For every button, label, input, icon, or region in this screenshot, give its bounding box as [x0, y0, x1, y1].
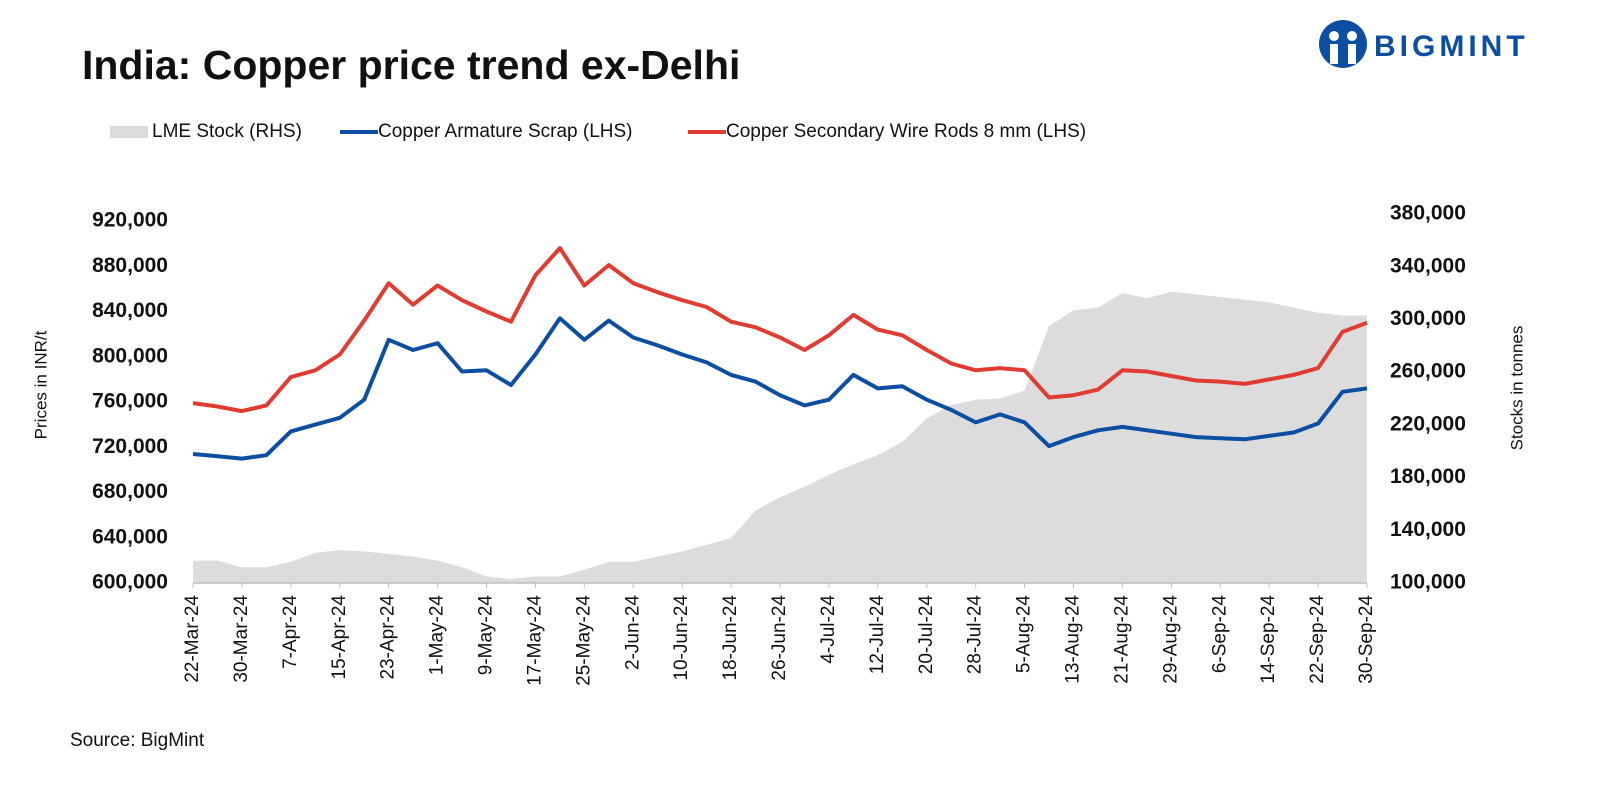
chart-title: India: Copper price trend ex-Delhi: [82, 42, 740, 88]
x-tick-label: 2-Jun-24: [622, 595, 643, 670]
line: [192, 316, 1368, 461]
logo: BIGMINT: [1319, 20, 1529, 68]
area: [193, 291, 1367, 583]
y2-tick-label: 340,000: [1390, 254, 1466, 277]
y-tick-label: 880,000: [92, 254, 168, 277]
x-tick-label: 17-May-24: [524, 595, 545, 686]
x-tick-label: 12-Jul-24: [867, 595, 888, 675]
y-tick-label: 720,000: [92, 435, 168, 458]
x-tick-label: 25-May-24: [573, 595, 594, 686]
y-tick-label: 840,000: [92, 299, 168, 322]
source: Source: BigMint: [70, 730, 205, 751]
x-tick-label: 5-Aug-24: [1014, 595, 1035, 674]
y-tick-label: 760,000: [92, 390, 168, 413]
logo-icon-part: [1347, 31, 1357, 41]
logo-icon-part: [1329, 31, 1339, 41]
x-tick-label: 22-Mar-24: [182, 595, 203, 683]
x-tick-label: 30-Sep-24: [1356, 595, 1377, 684]
x-tick-label: 23-Apr-24: [378, 595, 399, 680]
legend-label: Copper Armature Scrap (LHS): [378, 121, 633, 142]
y2-tick-label: 140,000: [1390, 518, 1466, 541]
y2-tick-label: 220,000: [1390, 412, 1466, 435]
x-tick-label: 21-Aug-24: [1111, 595, 1132, 684]
x-tick-label: 6-Sep-24: [1209, 595, 1230, 674]
logo-icon-part: [1330, 44, 1338, 64]
y2-tick-label: 300,000: [1390, 307, 1466, 330]
y2-tick-label: 260,000: [1390, 360, 1466, 383]
x-tick-label: 28-Jul-24: [965, 595, 986, 675]
x-tick-label: 26-Jun-24: [769, 595, 790, 681]
legend-swatch: [110, 126, 148, 138]
x-tick-label: 29-Aug-24: [1160, 595, 1181, 684]
logo-text: BIGMINT: [1374, 30, 1529, 63]
x-tick-label: 1-May-24: [427, 595, 448, 676]
y-axis-title: Prices in INR/t: [31, 330, 50, 439]
y-tick-label: 680,000: [92, 480, 168, 503]
x-tick-label: 9-May-24: [476, 595, 497, 676]
y2-tick-label: 100,000: [1390, 571, 1466, 594]
legend-label: LME Stock (RHS): [152, 121, 302, 142]
y-tick-label: 640,000: [92, 525, 168, 548]
x-tick-label: 22-Sep-24: [1307, 595, 1328, 684]
x-tick-label: 7-Apr-24: [280, 595, 301, 669]
y2-tick-label: 380,000: [1390, 202, 1466, 225]
y2-axis-title: Stocks in tonnes: [1507, 326, 1526, 451]
x-tick-label: 14-Sep-24: [1258, 595, 1279, 684]
legend-label: Copper Secondary Wire Rods 8 mm (LHS): [726, 121, 1086, 142]
y-tick-label: 600,000: [92, 571, 168, 594]
x-tick-label: 18-Jun-24: [720, 595, 741, 681]
x-tick-label: 13-Aug-24: [1063, 595, 1084, 684]
logo-icon: [1319, 20, 1367, 68]
y2-tick-label: 180,000: [1390, 465, 1466, 488]
y-tick-label: 920,000: [92, 209, 168, 232]
x-tick-label: 20-Jul-24: [916, 595, 937, 675]
logo-icon-part: [1348, 44, 1356, 64]
x-tick-label: 30-Mar-24: [231, 595, 252, 683]
y-tick-label: 800,000: [92, 344, 168, 367]
x-tick-label: 15-Apr-24: [329, 595, 350, 680]
line: [192, 246, 1368, 414]
x-tick-label: 4-Jul-24: [818, 595, 839, 664]
x-tick-label: 10-Jun-24: [671, 595, 692, 681]
